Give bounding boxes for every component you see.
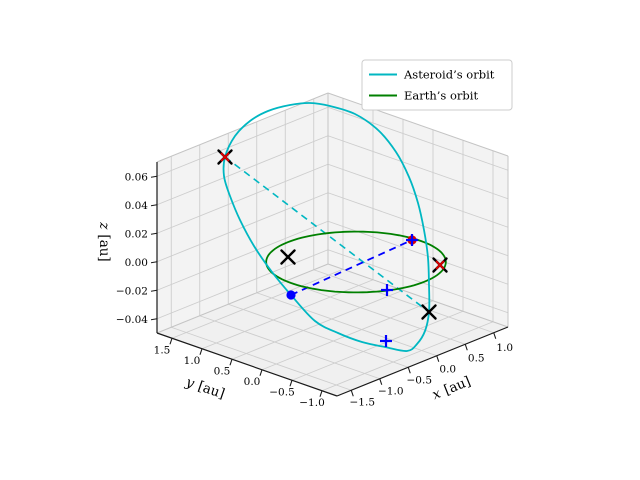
grid-line-x-floor (228, 303, 409, 368)
grid-line-z-right (327, 192, 509, 257)
legend: Asteroid’s orbit Earth’s orbit (361, 59, 513, 111)
z-tick-label: −0.02 (116, 285, 148, 297)
orbit-marker-m8 (380, 335, 392, 347)
x-tick (379, 378, 383, 385)
z-tick-label: 0.06 (125, 171, 149, 183)
y-tick (229, 359, 233, 366)
z-tick-label: 0.04 (125, 200, 149, 212)
orbit-marker-m4 (432, 257, 448, 273)
z-tick (150, 175, 158, 178)
x-axis-label: x[au] (430, 373, 473, 403)
y-axis-line (156, 332, 338, 397)
grid-line-z-left (156, 249, 329, 320)
blue-dashed-line (290, 239, 413, 296)
y-tick-label: 1.0 (184, 355, 201, 367)
x-tick (436, 355, 440, 362)
cyan-dashed-line (224, 156, 430, 313)
x-tick (493, 332, 497, 339)
x-tick (350, 390, 354, 397)
x-tick-label: −1.5 (350, 396, 376, 408)
asteroid-orbit-path (222, 102, 431, 352)
legend-label-asteroid-orbit: Asteroid’s orbit (403, 68, 495, 82)
x-tick-label: 0.0 (439, 364, 456, 376)
marker-x (435, 260, 445, 270)
z-tick (150, 289, 158, 292)
x-tick-label: 1.0 (496, 342, 513, 354)
axes-3d: −1.5−1.0−0.50.00.51.01.51.00.50.0−0.5−1.… (116, 92, 513, 409)
grid-line-z-right (327, 249, 509, 314)
z-tick-label: 0.00 (125, 257, 148, 269)
y-tick (169, 338, 173, 345)
pane-edge (327, 263, 509, 328)
grid-line-x-floor (256, 292, 437, 357)
z-tick (150, 318, 158, 321)
grid-line-z-right (327, 135, 509, 200)
orbit-marker-m5 (286, 290, 296, 300)
z-axis-label: z[au] (96, 221, 112, 261)
x-tick (464, 344, 468, 351)
legend-label-earth-orbit: Earth’s orbit (404, 89, 478, 103)
y-tick-label: −0.5 (269, 386, 295, 398)
marker-x (421, 304, 437, 320)
orbit-marker-m1 (217, 149, 233, 165)
y-tick (259, 369, 263, 376)
y-tick-label: 1.5 (154, 344, 171, 356)
marker-dot (286, 290, 296, 300)
marker-x (220, 152, 230, 162)
grid-line-x-floor (285, 280, 466, 345)
y-tick-label: 0.0 (244, 376, 261, 388)
x-tick-label: −0.5 (407, 374, 433, 386)
pane-edge (327, 92, 509, 157)
z-tick (150, 232, 158, 235)
y-tick (289, 380, 293, 387)
grid-line-y-floor (261, 300, 434, 371)
orbit-marker-m2 (280, 249, 296, 265)
grid-line-x-floor (171, 326, 352, 391)
grid-line-z-right (327, 163, 509, 228)
grid-line-z-left (156, 135, 329, 206)
grid-line-z-left (156, 192, 329, 263)
legend-box (361, 59, 513, 111)
y-tick (199, 348, 203, 355)
grid-line-x-floor (199, 315, 380, 380)
y-tick-label: −1.0 (299, 397, 325, 409)
grid-line-x-floor (313, 269, 494, 334)
z-tick-label: 0.02 (125, 228, 148, 240)
pane-edge (156, 263, 329, 334)
grid-line-y-floor (321, 321, 494, 392)
orbit-marker-m7 (421, 304, 437, 320)
z-tick (150, 204, 158, 207)
x-tick-label: −1.0 (378, 385, 404, 397)
y-axis-label: y[au] (183, 374, 227, 402)
grid-line-z-left (156, 106, 329, 177)
grid-line-z-left (156, 163, 329, 234)
x-axis-line (336, 326, 509, 397)
orbit-marker-m6 (381, 284, 393, 296)
grid-line-y-floor (231, 289, 404, 360)
grid-line-z-right (327, 106, 509, 171)
orbit-marker-m3 (406, 234, 418, 246)
y-tick (319, 390, 323, 397)
grid-line-y-floor (171, 268, 344, 339)
x-tick (407, 367, 411, 374)
z-tick-label: −0.04 (116, 314, 148, 326)
x-tick-label: 0.5 (468, 353, 485, 365)
z-tick (150, 261, 158, 264)
grid-line-z-left (156, 220, 329, 291)
y-tick-label: 0.5 (214, 365, 231, 377)
marker-x (280, 249, 296, 265)
